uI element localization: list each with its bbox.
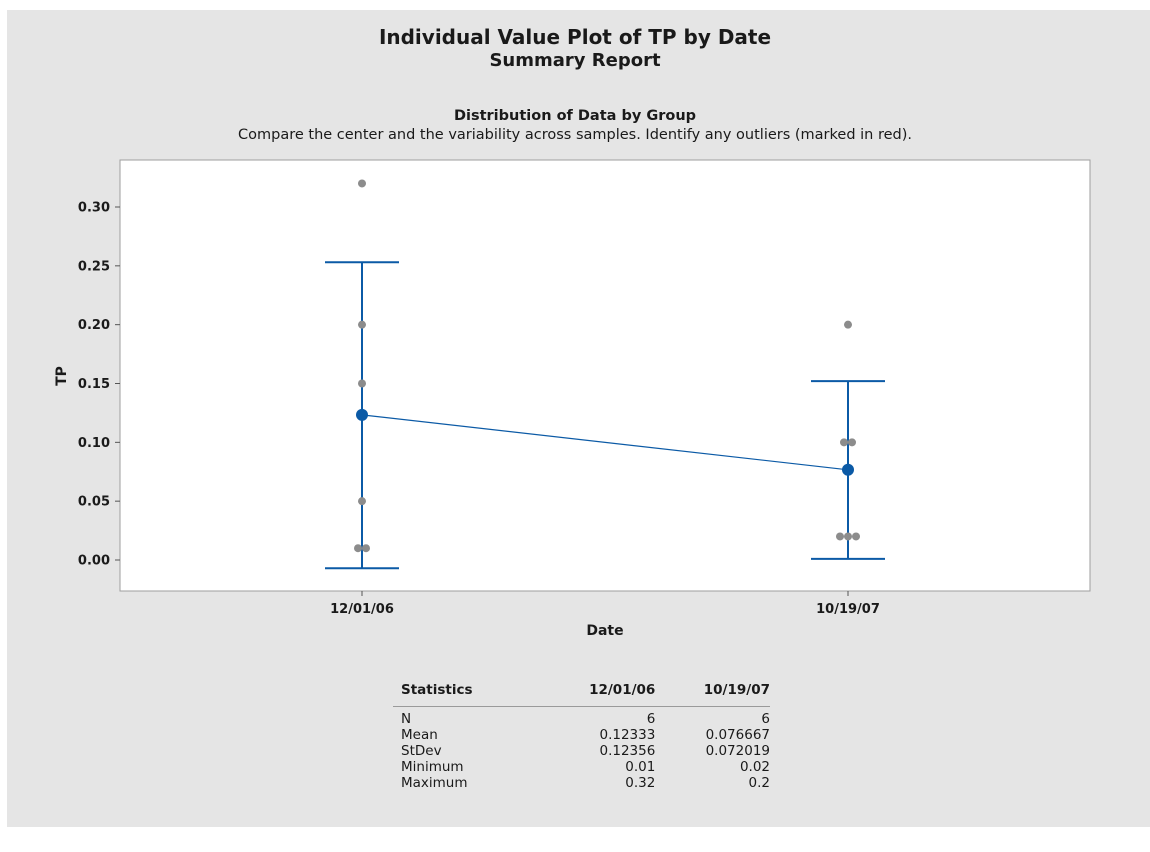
- mean-point: [842, 463, 854, 476]
- statistics-row: Mean 0.12333 0.076667: [393, 727, 770, 743]
- statistic-value-group-2: 0.02: [739, 759, 770, 775]
- statistic-label: Mean: [401, 727, 438, 743]
- statistic-value-group-2: 0.072019: [705, 743, 770, 759]
- statistic-value-group-2: 6: [761, 711, 770, 727]
- statistic-value-group-1: 0.32: [625, 775, 656, 791]
- report-title: Individual Value Plot of TP by Date: [378, 25, 772, 49]
- data-point: [358, 320, 366, 329]
- y-tick-label: 0.15: [78, 377, 110, 392]
- statistics-row: Minimum 0.01 0.02: [393, 759, 770, 775]
- statistic-value-group-2: 0.076667: [705, 727, 770, 743]
- y-tick-label: 0.05: [78, 495, 110, 510]
- data-point: [836, 532, 844, 541]
- chart-section-subtitle: Compare the center and the variability a…: [238, 127, 912, 143]
- plot-marks: [325, 179, 885, 570]
- x-axis: 12/01/06 10/19/07: [330, 591, 880, 617]
- plot-area: [119, 159, 1091, 592]
- statistic-label: StDev: [401, 743, 442, 759]
- y-axis: 0.00 0.05 0.10 0.15 0.20 0.25 0.30: [78, 201, 120, 569]
- data-point: [354, 544, 362, 553]
- statistics-row: N 6 6: [393, 707, 770, 728]
- y-tick-label: 0.00: [78, 554, 110, 569]
- statistic-value-group-1: 0.12356: [599, 743, 656, 759]
- y-axis-title: TP: [54, 366, 70, 386]
- mean-connect-line: [361, 414, 849, 471]
- report-subtitle: Summary Report: [489, 50, 661, 71]
- statistic-label: Minimum: [401, 759, 464, 775]
- chart-section-title: Distribution of Data by Group: [453, 108, 697, 124]
- y-tick-label: 0.10: [78, 436, 110, 451]
- individual-value-plot: 0.00 0.05 0.10 0.15 0.20 0.25 0.30 12/01/06 10/…: [54, 159, 1091, 639]
- data-point: [358, 379, 366, 388]
- data-point: [844, 532, 852, 541]
- x-axis-title: Date: [586, 623, 623, 639]
- statistic-label: N: [401, 711, 412, 727]
- data-point: [358, 497, 366, 506]
- statistics-header-row: Statistics 12/01/06 10/19/07: [393, 680, 770, 707]
- statistics-header-group-1: 12/01/06: [518, 680, 656, 707]
- mean-point: [356, 408, 368, 421]
- data-point: [848, 438, 856, 447]
- data-point: [358, 179, 366, 188]
- y-tick-label: 0.30: [78, 201, 110, 216]
- x-tick-label: 10/19/07: [816, 602, 880, 617]
- statistics-row: Maximum 0.32 0.2: [393, 775, 770, 791]
- statistics-row: StDev 0.12356 0.072019: [393, 743, 770, 759]
- statistic-value-group-1: 6: [646, 711, 656, 727]
- statistics-table: Statistics 12/01/06 10/19/07 N 6 6 Mean …: [393, 680, 770, 791]
- data-point: [362, 544, 370, 553]
- y-tick-label: 0.20: [78, 318, 110, 333]
- data-point: [840, 438, 848, 447]
- data-point: [852, 532, 860, 541]
- x-tick-label: 12/01/06: [330, 602, 394, 617]
- y-tick-label: 0.25: [78, 259, 110, 274]
- statistic-value-group-1: 0.12333: [599, 727, 656, 743]
- statistic-value-group-2: 0.2: [748, 775, 770, 791]
- statistics-header-label: Statistics: [393, 680, 519, 707]
- data-point: [844, 320, 852, 329]
- statistics-header-group-2: 10/19/07: [655, 680, 770, 707]
- statistic-value-group-1: 0.01: [625, 759, 656, 775]
- statistic-label: Maximum: [401, 775, 468, 791]
